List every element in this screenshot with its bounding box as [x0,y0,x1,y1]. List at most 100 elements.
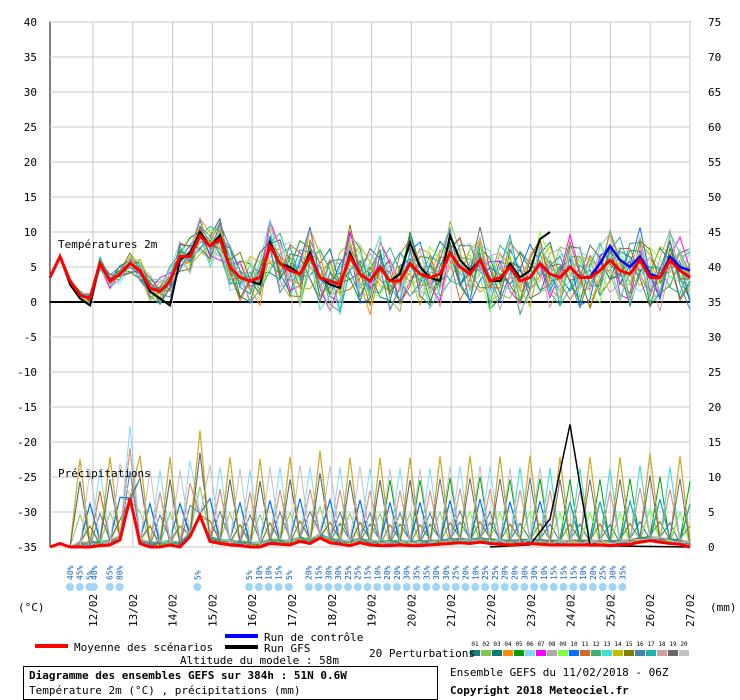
x-tick-label: 24/02 [565,594,578,627]
snow-probability-label: 30% [324,565,333,580]
snow-flake-icon [451,583,460,591]
legend-member-id: 10 [570,641,578,648]
left-tick-label: -10 [17,366,37,379]
snow-flake-icon [579,583,588,591]
snow-probability-label: 25% [599,565,608,580]
right-tick-label: 25 [708,366,721,379]
precip-section-label: Précipitations [58,467,151,480]
legend-member-id: 17 [647,641,655,648]
snow-probability-label: 5% [245,570,254,580]
legend-member-id: 14 [614,641,622,648]
snow-flake-icon [304,583,313,591]
altitude-label: Altitude du modele : 58m [180,654,339,667]
snow-probability-label: 25% [481,565,490,580]
snow-flake-icon [461,583,470,591]
title-box: Diagramme des ensembles GEFS sur 384h : … [23,666,438,700]
snow-probability-label: 20% [383,565,392,580]
x-tick-label: 15/02 [206,594,219,627]
right-tick-label: 50 [708,191,721,204]
legend-member-id: 19 [669,641,677,648]
snow-flake-icon [539,583,548,591]
legend-member-id: 16 [636,641,644,648]
left-tick-label: -15 [17,401,37,414]
legend-member-id: 12 [592,641,600,648]
snow-probability-label: 25% [491,565,500,580]
legend-member-swatch [558,650,568,656]
left-tick-label: 30 [24,86,37,99]
left-tick-label: -5 [24,331,37,344]
x-tick-label: 21/02 [445,594,458,627]
snow-probability-label: 20% [393,565,402,580]
left-axis-unit: (°C) [18,601,45,614]
legend-member-id: 07 [537,641,545,648]
snow-probability-label: 20% [511,565,520,580]
snow-flake-icon [520,583,529,591]
snow-probability-label: 30% [530,565,539,580]
legend-member-id: 15 [625,641,633,648]
snow-flake-icon [89,583,98,591]
snow-probability-label: 5% [193,570,202,580]
snow-probability-label: 15% [550,565,559,580]
snow-flake-icon [530,583,539,591]
temp-member-line [49,225,691,311]
snow-probability-label: 10% [540,565,549,580]
legend-member-swatch [602,650,612,656]
snow-flake-icon [264,583,273,591]
snow-probability-label: 80% [116,565,125,580]
right-tick-label: 35 [708,296,721,309]
snow-flake-icon [432,583,441,591]
right-axis-unit: (mm) [710,601,737,614]
snow-probability-label: 10% [265,565,274,580]
legend-member-swatch [525,650,535,656]
snow-flake-icon [500,583,509,591]
snow-flake-icon [392,583,401,591]
legend-member-id: 02 [482,641,490,648]
legend-member-id: 09 [559,641,567,648]
left-tick-label: -30 [17,506,37,519]
snow-probability-label: 20% [589,565,598,580]
snow-probability-label: 15% [315,565,324,580]
x-tick-label: 19/02 [366,594,379,627]
snow-flake-icon [284,583,293,591]
x-tick-label: 13/02 [127,594,140,627]
left-tick-label: 15 [24,191,37,204]
legend-member-id: 03 [493,641,501,648]
snow-probability-label: 30% [520,565,529,580]
legend-member-id: 01 [471,641,479,648]
legend-member-swatch [613,650,623,656]
x-tick-label: 12/02 [87,594,100,627]
snow-probability-label: 40% [66,565,75,580]
left-tick-label: -25 [17,471,37,484]
snow-probability-label: 15% [274,565,283,580]
snow-probability-label: 30% [609,565,618,580]
copyright: Copyright 2018 Meteociel.fr [450,684,629,697]
ensemble-run-label: Ensemble GEFS du 11/02/2018 - 06Z [450,666,669,679]
legend-member-id: 11 [581,641,589,648]
snow-probability-label: 10% [471,565,480,580]
legend-member-swatch [470,650,480,656]
x-tick-label: 22/02 [485,594,498,627]
snow-flake-icon [608,583,617,591]
snow-flake-icon [274,583,283,591]
snow-flake-icon [383,583,392,591]
right-tick-label: 60 [708,121,721,134]
snow-flake-icon [115,583,124,591]
snow-flake-icon [343,583,352,591]
snow-probability-label: 20% [501,565,510,580]
legend-member-swatch [481,650,491,656]
legend-member-id: 13 [603,641,611,648]
right-tick-label: 65 [708,86,721,99]
left-tick-label: 40 [24,16,37,29]
right-tick-label: 70 [708,51,721,64]
x-tick-label: 20/02 [405,594,418,627]
left-tick-label: 25 [24,121,37,134]
snow-flake-icon [105,583,114,591]
snow-flake-icon [598,583,607,591]
x-tick-label: 26/02 [644,594,657,627]
left-tick-label: -35 [17,541,37,554]
snow-flake-icon [373,583,382,591]
chart-title: Diagramme des ensembles GEFS sur 384h : … [29,669,347,682]
legend-member-id: 18 [658,641,666,648]
x-tick-label: 14/02 [167,594,180,627]
snow-probability-label: 30% [334,565,343,580]
